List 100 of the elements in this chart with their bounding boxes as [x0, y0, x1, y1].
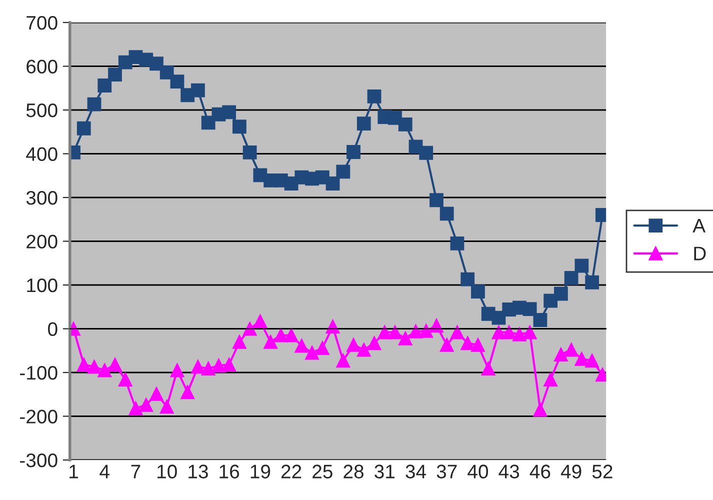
point [170, 74, 184, 89]
point [212, 358, 226, 372]
point [346, 145, 360, 159]
point [564, 271, 578, 285]
point [305, 346, 319, 360]
x-tick-label: 52 [592, 464, 612, 478]
legend-label: D [694, 246, 706, 260]
point [326, 176, 340, 190]
point [554, 286, 568, 301]
point [87, 97, 102, 112]
legend-label: A [692, 218, 706, 232]
point [388, 325, 402, 340]
y-tick-label: 0 [48, 322, 58, 336]
point [191, 83, 205, 98]
point [419, 324, 434, 338]
point [419, 146, 434, 160]
point [460, 272, 475, 286]
point [294, 338, 309, 353]
point [336, 354, 350, 368]
x-tick-label: 28 [344, 464, 364, 478]
point [242, 145, 257, 160]
x-tick-label: 31 [374, 464, 394, 478]
point [170, 363, 184, 378]
point [398, 117, 412, 132]
point [118, 372, 132, 386]
point [336, 164, 350, 179]
point [544, 372, 558, 386]
y-tick-label: -200 [20, 410, 58, 424]
point [139, 398, 154, 412]
point [201, 116, 216, 130]
point [232, 334, 246, 349]
point [76, 358, 91, 372]
point [346, 338, 360, 352]
point [440, 338, 454, 352]
y-tick-label: -300 [20, 453, 58, 468]
point [367, 89, 382, 104]
point [98, 363, 112, 378]
point [460, 336, 475, 350]
point [574, 258, 589, 273]
x-tick-label: 22 [281, 464, 302, 478]
x-tick-label: 37 [436, 464, 457, 478]
point [585, 354, 599, 368]
point [253, 314, 268, 328]
x-tick-label: 7 [131, 464, 140, 478]
point [222, 105, 236, 120]
point [160, 65, 174, 80]
x-tick-label: 40 [468, 464, 488, 478]
x-tick-label: 34 [406, 464, 426, 478]
x-tick-label: 1 [70, 464, 78, 478]
point [574, 352, 589, 366]
point [471, 338, 485, 352]
y-tick-label: 100 [27, 278, 58, 292]
point [430, 193, 444, 208]
point [522, 302, 537, 316]
x-tick-label: 46 [530, 464, 550, 478]
point [564, 342, 578, 357]
point [533, 402, 548, 417]
y-tick-label: 400 [26, 147, 58, 161]
x-tick-label: 16 [220, 464, 240, 478]
point [150, 386, 164, 401]
y-tick-label: 200 [26, 234, 58, 248]
point [356, 116, 371, 131]
point [128, 401, 143, 416]
point [471, 284, 485, 299]
y-tick-label: 500 [26, 103, 58, 118]
point [440, 206, 454, 221]
point [284, 328, 298, 342]
x-tick-label: 43 [498, 464, 520, 478]
x-tick-label: 10 [158, 464, 177, 478]
point [87, 360, 102, 374]
point [222, 358, 236, 372]
y-tick-label: 300 [26, 190, 58, 205]
point [585, 275, 599, 290]
point [108, 358, 122, 372]
x-tick-label: 49 [560, 464, 582, 478]
point [367, 336, 382, 350]
point [450, 236, 464, 250]
x-tick-label: 19 [250, 464, 270, 478]
point [408, 324, 423, 338]
point [98, 78, 112, 92]
y-tick-label: 700 [26, 16, 58, 30]
point [315, 341, 330, 355]
point [450, 325, 464, 340]
x-tick-label: 13 [188, 464, 208, 478]
point [76, 121, 91, 136]
point [481, 362, 496, 376]
point [274, 328, 288, 342]
point [201, 362, 216, 376]
point [533, 313, 548, 327]
x-tick-label: 4 [100, 464, 110, 478]
point [160, 400, 174, 414]
point [232, 120, 246, 134]
point [554, 348, 568, 362]
point [398, 331, 412, 346]
point [150, 56, 164, 71]
x-tick-label: 25 [312, 464, 332, 478]
point [522, 325, 537, 340]
y-tick-label: -100 [20, 366, 58, 380]
point [356, 342, 371, 357]
point [191, 360, 205, 374]
